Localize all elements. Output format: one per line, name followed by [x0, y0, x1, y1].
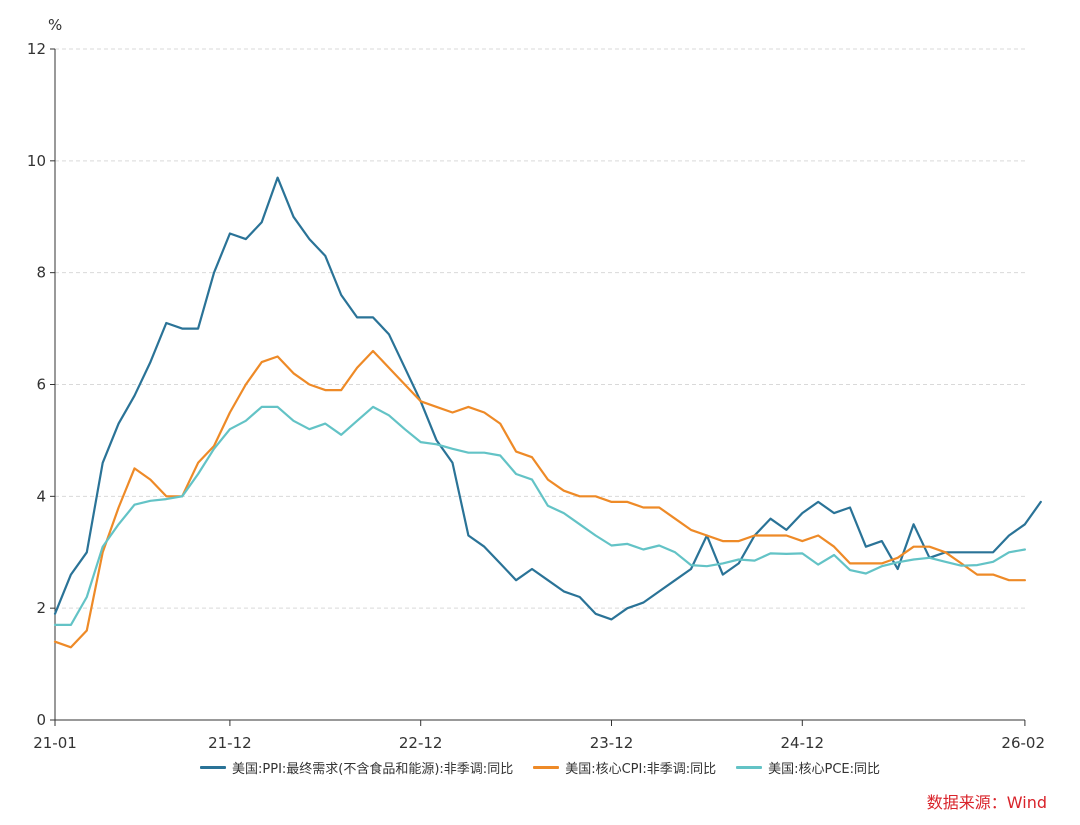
x-tick-label: 21-01 — [33, 734, 77, 752]
x-tick-label: 26-02 — [1001, 734, 1045, 752]
y-tick-label: 2 — [36, 599, 46, 617]
legend: 美国:PPI:最终需求(不含食品和能源):非季调:同比 美国:核心CPI:非季调:… — [0, 758, 1080, 777]
y-tick-label: 4 — [36, 487, 46, 505]
legend-swatch — [533, 766, 560, 769]
x-tick-label: 23-12 — [590, 734, 634, 752]
legend-item-3: 美国:核心PCE:同比 — [736, 758, 880, 777]
chart: % 0 2 4 6 8 10 12 21-01 21-12 22-12 23-12 24-12 26-0… — [27, 16, 1045, 752]
y-tick-label: 8 — [36, 264, 46, 282]
x-tick-label: 24-12 — [781, 734, 825, 752]
legend-label: 美国:核心CPI:非季调:同比 — [565, 762, 717, 777]
y-tick-label: 6 — [36, 376, 46, 394]
axes: 0 2 4 6 8 10 12 21-01 21-12 22-12 23-12 24-12 26-02 — [27, 40, 1045, 752]
series-line-1 — [53, 176, 1042, 621]
legend-label: 美国:PPI:最终需求(不含食品和能源):非季调:同比 — [232, 762, 514, 777]
series-line-2 — [53, 349, 1027, 649]
source-note: 数据来源：Wind — [926, 793, 1047, 812]
legend-item-1: 美国:PPI:最终需求(不含食品和能源):非季调:同比 — [200, 758, 513, 777]
legend-label: 美国:核心PCE:同比 — [768, 762, 880, 777]
x-tick-label: 21-12 — [208, 734, 252, 752]
y-tick-label: 10 — [27, 152, 46, 170]
legend-item-2: 美国:核心CPI:非季调:同比 — [533, 758, 716, 777]
y-tick-label: 12 — [27, 40, 46, 58]
series-layer — [53, 176, 1042, 649]
x-tick-label: 22-12 — [399, 734, 443, 752]
legend-swatch — [736, 766, 763, 769]
grid-lines — [55, 48, 1025, 609]
series-line-3 — [53, 405, 1027, 627]
y-tick-label: 0 — [36, 711, 46, 729]
y-unit-label: % — [48, 16, 62, 34]
legend-swatch — [200, 766, 227, 769]
